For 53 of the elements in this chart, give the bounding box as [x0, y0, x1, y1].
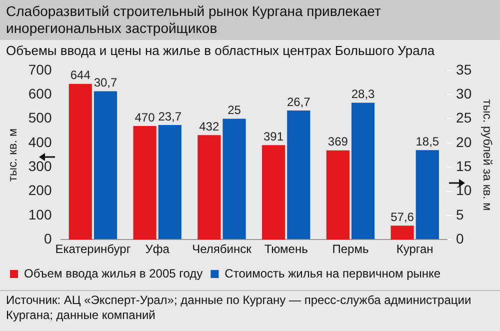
- y-axis-title: тыс. кв. м: [6, 128, 20, 182]
- bar: [94, 91, 118, 240]
- y-tick-label: 100: [28, 206, 52, 222]
- data-label: 57,6: [390, 210, 414, 224]
- data-label: 23,7: [158, 109, 182, 124]
- x-tick-label: Челябинск: [192, 242, 252, 256]
- x-tick-label: Екатеринбург: [55, 242, 132, 256]
- y2-tick-label: 10: [456, 182, 472, 198]
- y-tick-label: 700: [28, 61, 52, 78]
- data-label: 470: [134, 110, 156, 124]
- x-tick-label: Пермь: [332, 242, 369, 256]
- data-label: 644: [70, 68, 91, 82]
- x-tick-label: Тюмень: [264, 242, 308, 256]
- y-tick-label: 500: [28, 110, 52, 126]
- y2-tick-label: 5: [456, 206, 464, 222]
- bar: [262, 145, 286, 240]
- x-tick-label: Уфа: [145, 242, 170, 256]
- y-tick-label: 0: [44, 230, 52, 246]
- chart-title: Слаборазвитый строительный рынок Кургана привлекает инорегиональных застройщиков: [0, 0, 500, 40]
- y2-tick-label: 15: [456, 158, 472, 174]
- y2-tick-label: 25: [456, 110, 472, 126]
- data-label: 391: [264, 129, 284, 144]
- data-label: 432: [199, 119, 220, 134]
- y-tick-label: 200: [28, 182, 52, 198]
- y2-tick-label: 35: [456, 61, 472, 78]
- data-label: 18,5: [416, 134, 440, 148]
- y2-tick-label: 0: [456, 230, 464, 246]
- legend-label: Объем ввода жилья в 2005 году: [24, 266, 203, 280]
- chart-subtitle: Объемы ввода и цены на жилье в областных центрах Большого Урала: [5, 42, 436, 58]
- y2-axis-title: тыс. рублей за кв. м: [480, 99, 494, 211]
- bar: [416, 150, 439, 240]
- data-label: 369: [328, 134, 348, 149]
- bar: [68, 84, 92, 240]
- bar: [158, 125, 182, 240]
- y-tick-label: 300: [28, 158, 52, 174]
- y2-tick-label: 20: [456, 134, 472, 150]
- x-tick-label: Курган: [396, 242, 434, 256]
- bar: [390, 226, 414, 240]
- data-label: 30,7: [94, 76, 118, 90]
- data-label: 28,3: [351, 87, 376, 102]
- bar: [326, 150, 350, 240]
- y2-tick-label: 30: [456, 85, 472, 102]
- data-label: 25: [228, 103, 242, 118]
- text: Источник: АЦ «Эксперт-Урал»; данные по Кургану — пресс-служба администрации Кургана; данные компаний: [6, 293, 472, 323]
- bar: [222, 118, 246, 240]
- bar: [198, 135, 221, 240]
- bar: [133, 126, 156, 240]
- y-tick-label: 400: [28, 134, 52, 150]
- data-label: 26,7: [286, 94, 311, 109]
- y-tick-label: 600: [28, 85, 52, 102]
- legend-label: Стоимость жилья на первичном рынке: [224, 266, 441, 280]
- bar: [287, 110, 310, 240]
- bar: [351, 102, 375, 240]
